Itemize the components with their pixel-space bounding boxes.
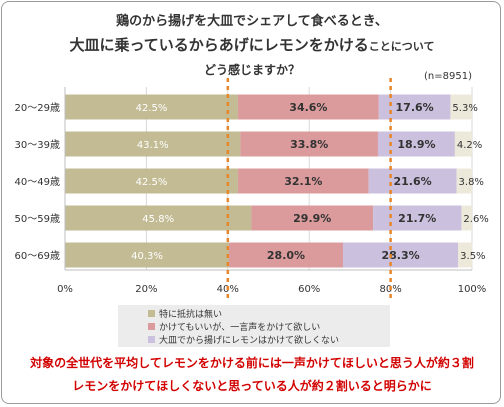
bar-segment xyxy=(454,131,472,157)
bar-data-label: 28.3% xyxy=(381,249,419,262)
chart-title-line2: 大皿に乗っているからあげにレモンをかけることについて xyxy=(0,34,504,55)
bar-segment xyxy=(378,94,451,120)
legend-label: 特に抵抗は無い xyxy=(159,310,223,320)
summary-note-line1: 対象の全世代を平均してレモンをかける前には一声かけてほしいと思う人が約３割 xyxy=(30,356,474,370)
chart-legend: 特に抵抗は無いかけてもいいが、一言声をかけて欲しい大皿でから揚げにレモンはかけて… xyxy=(118,305,390,347)
x-tick-label: 0% xyxy=(57,284,73,295)
bar-data-label: 42.5% xyxy=(136,177,168,188)
bar-segment xyxy=(251,205,374,231)
bar-segment xyxy=(240,131,378,157)
bar-data-label: 34.6% xyxy=(289,101,327,114)
bar-segment xyxy=(461,205,472,231)
legend-item: 大皿でから揚げにレモンはかけて欲しくない xyxy=(148,333,339,346)
bar-segment xyxy=(65,242,230,268)
bar-data-label: 17.6% xyxy=(396,101,434,114)
chart-title-line2-main: 大皿に乗っているからあげにレモンをかける xyxy=(69,36,369,54)
legend-swatch xyxy=(148,310,155,317)
chart-title-line2-suffix: ことについて xyxy=(368,40,435,53)
bar-data-label: 21.7% xyxy=(398,212,436,225)
bar-data-label: 42.5% xyxy=(136,103,168,114)
bar-segment xyxy=(65,168,238,194)
legend-swatch xyxy=(148,323,155,330)
bar-segment xyxy=(456,168,472,194)
bar-segment xyxy=(65,205,252,231)
category-label: 60～69歳 xyxy=(15,250,60,262)
bar-data-label: 21.6% xyxy=(393,175,431,188)
bar-data-label: 5.3% xyxy=(452,103,477,114)
bar-data-label: 2.6% xyxy=(463,214,488,225)
sample-size-label: (n=8951) xyxy=(424,71,472,82)
bar-data-label: 32.1% xyxy=(284,175,322,188)
category-label: 50～59歳 xyxy=(15,213,60,225)
summary-note-line2: レモンをかけてほしくないと思っている人が約２割いると明らかに xyxy=(72,379,432,393)
category-label: 40～49歳 xyxy=(15,176,60,188)
x-tick-label: 100% xyxy=(458,284,487,295)
category-label: 30～39歳 xyxy=(15,139,60,151)
bar-segment xyxy=(342,242,459,268)
bar-data-label: 45.8% xyxy=(142,214,174,225)
bar-segment xyxy=(373,205,462,231)
bar-segment xyxy=(450,94,472,120)
bar-data-label: 33.8% xyxy=(290,138,328,151)
x-tick-label: 20% xyxy=(135,284,157,295)
bar-segment xyxy=(65,131,241,157)
bar-data-label: 28.0% xyxy=(267,249,305,262)
x-tick-label: 60% xyxy=(298,284,320,295)
legend-swatch xyxy=(148,336,155,343)
bar-data-label: 4.2% xyxy=(457,140,482,151)
bar-data-label: 29.9% xyxy=(293,212,331,225)
bar-data-label: 40.3% xyxy=(131,251,163,262)
bar-data-label: 3.8% xyxy=(459,177,484,188)
bar-segment xyxy=(65,94,238,120)
legend-item: 特に抵抗は無い xyxy=(148,307,222,320)
chart-title-line3: どう感じますか？ xyxy=(203,63,300,77)
bar-segment xyxy=(229,242,343,268)
category-label: 20～29歳 xyxy=(15,102,60,114)
legend-label: かけてもいいが、一言声をかけて欲しい xyxy=(159,323,321,333)
bar-segment xyxy=(237,168,369,194)
bar-data-label: 43.1% xyxy=(137,140,169,151)
chart-title-line1: 鶏のから揚げを大皿でシェアして食べるとき、 xyxy=(116,14,388,29)
bar-data-label: 18.9% xyxy=(397,138,435,151)
bar-data-label: 3.5% xyxy=(460,251,485,262)
bar-segment xyxy=(368,168,457,194)
bar-segment xyxy=(458,242,473,268)
bar-segment xyxy=(237,94,379,120)
legend-label: 大皿でから揚げにレモンはかけて欲しくない xyxy=(159,336,340,346)
legend-item: かけてもいいが、一言声をかけて欲しい xyxy=(148,320,320,333)
